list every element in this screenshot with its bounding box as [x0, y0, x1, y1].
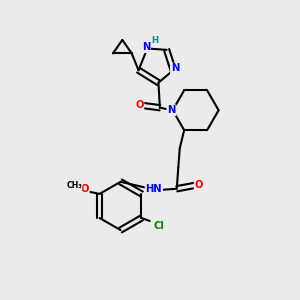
- Text: N: N: [142, 42, 150, 52]
- Text: O: O: [195, 180, 203, 190]
- Text: H: H: [152, 36, 158, 45]
- Text: N: N: [171, 64, 179, 74]
- Text: Cl: Cl: [154, 221, 165, 231]
- Text: N: N: [167, 105, 176, 115]
- Text: HN: HN: [146, 184, 162, 194]
- Text: O: O: [80, 184, 89, 194]
- Text: O: O: [135, 100, 143, 110]
- Text: CH₃: CH₃: [66, 181, 82, 190]
